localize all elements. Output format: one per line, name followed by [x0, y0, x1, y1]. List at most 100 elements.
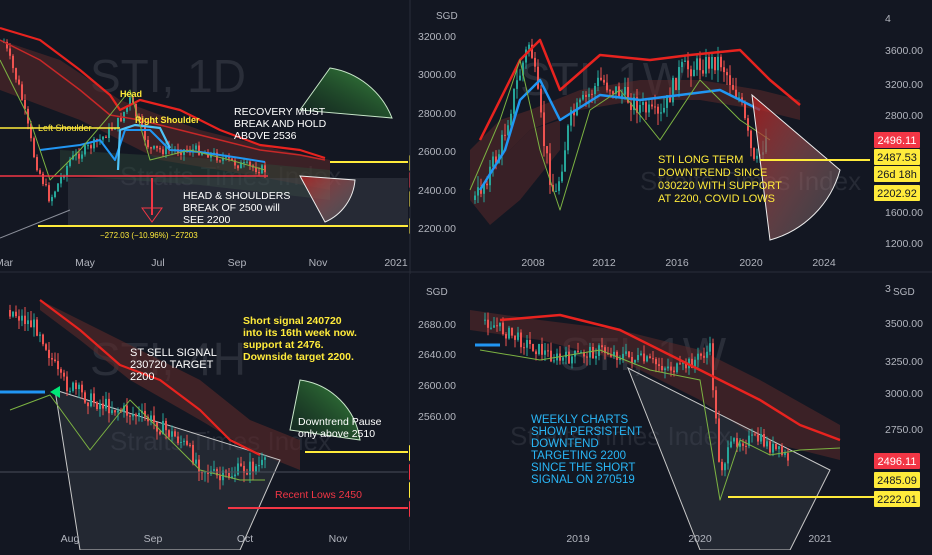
candle-body: [708, 57, 710, 69]
candle-body: [99, 403, 101, 410]
candle-body: [21, 315, 23, 321]
candle-body: [30, 123, 32, 139]
candle-body: [39, 334, 41, 336]
candle-body: [715, 390, 717, 419]
price-label: 26d 18h: [874, 166, 920, 182]
y-tick-left: 2800.00: [418, 108, 456, 120]
candle-body: [48, 349, 50, 359]
candle-body: [159, 431, 161, 435]
price-label: 2222.01: [874, 491, 920, 507]
candle-body: [579, 99, 581, 103]
kijun-red: [0, 26, 326, 160]
candle-body: [748, 435, 750, 447]
candle-body: [27, 320, 29, 325]
candle-body: [706, 351, 708, 358]
candle-body: [577, 350, 579, 352]
candle-body: [240, 162, 242, 169]
candle-body: [781, 446, 783, 455]
candle-body: [760, 433, 762, 442]
trend-line: [0, 209, 71, 239]
candle-body: [126, 405, 128, 416]
candle-body: [676, 363, 678, 373]
x-tick: Jul: [151, 257, 164, 269]
candle-body: [711, 56, 713, 69]
y-tick-right: 1200.00: [885, 238, 923, 250]
fan-red: [751, 93, 841, 241]
candle-body: [195, 145, 197, 150]
candle-body: [141, 118, 143, 126]
candle-body: [693, 69, 695, 77]
price-label-text: 2485.09: [877, 475, 917, 487]
candle-body: [733, 438, 735, 442]
candle-body: [243, 162, 245, 164]
y-tick-right: 3: [885, 283, 891, 295]
candle-body: [78, 153, 80, 159]
candle-body: [724, 463, 726, 471]
candle-body: [625, 351, 627, 354]
candle-body: [129, 97, 131, 106]
candle-body: [84, 145, 86, 155]
candle-body: [538, 343, 540, 355]
candle-body: [240, 463, 242, 466]
candle-body: [183, 440, 185, 442]
currency: SGD: [893, 287, 915, 298]
candle-body: [129, 415, 131, 417]
x-tick: 2021: [808, 533, 832, 545]
candle-body: [234, 474, 236, 477]
candle-body: [132, 414, 134, 417]
candle-body: [660, 112, 662, 114]
candle-body: [507, 125, 509, 136]
candle-body: [511, 327, 513, 336]
candle-body: [57, 361, 59, 370]
candle-body: [570, 109, 572, 126]
price-label-text: 2496.11: [878, 456, 917, 468]
candle-body: [510, 113, 512, 126]
candle-body: [18, 316, 20, 321]
candle-body: [42, 334, 44, 345]
annotation-sell-signal: ST SELL SIGNAL 230720 TARGET 2200: [130, 347, 217, 383]
candle-body: [754, 434, 756, 436]
candle-body: [48, 185, 50, 202]
candle-body: [558, 181, 560, 191]
y-tick-right: 3500.00: [885, 318, 923, 330]
tenkan-blue: [39, 129, 266, 163]
candle-body: [114, 128, 116, 130]
candle-body: [114, 410, 116, 413]
candle-body: [667, 366, 669, 369]
candle-body: [658, 364, 660, 367]
annotation-weekly: WEEKLY CHARTS SHOW PERSISTENT DOWNTEND TARG…: [531, 414, 642, 486]
candle-body: [769, 441, 771, 453]
candle-body: [646, 356, 648, 362]
candle-body: [183, 149, 185, 155]
chikou-green: [9, 394, 265, 481]
candle-body: [484, 319, 486, 321]
candle-body: [616, 351, 618, 360]
price-label-text: 2202.92: [877, 188, 917, 200]
candle-body: [709, 343, 711, 352]
candle-body: [550, 350, 552, 362]
candle-body: [87, 145, 89, 147]
candle-body: [690, 69, 692, 77]
price-label-text: 2222.01: [877, 494, 917, 506]
price-label: 2202.92: [874, 185, 920, 201]
y-tick-left: 2400.00: [418, 185, 456, 197]
candle-body: [739, 443, 741, 447]
candle-body: [63, 372, 65, 377]
candle-body: [30, 320, 32, 328]
candle-body: [180, 441, 182, 443]
candle-body: [105, 398, 107, 409]
annotation-pause: Downtrend Pause only above 2510: [298, 416, 382, 440]
candle-body: [108, 127, 110, 138]
candle-body: [601, 345, 603, 348]
y-tick-left: 2600.00: [418, 146, 456, 158]
candle-body: [117, 117, 119, 129]
annotation-short-signal: Short signal 240720 into its 16th week no…: [243, 315, 357, 363]
candle-body: [622, 353, 624, 359]
candle-body: [24, 99, 26, 109]
annotation-measure: −272.03 (−10.96%) −27203: [100, 231, 198, 240]
candle-body: [723, 67, 725, 73]
candle-body: [150, 147, 152, 149]
candle-body: [120, 117, 122, 122]
